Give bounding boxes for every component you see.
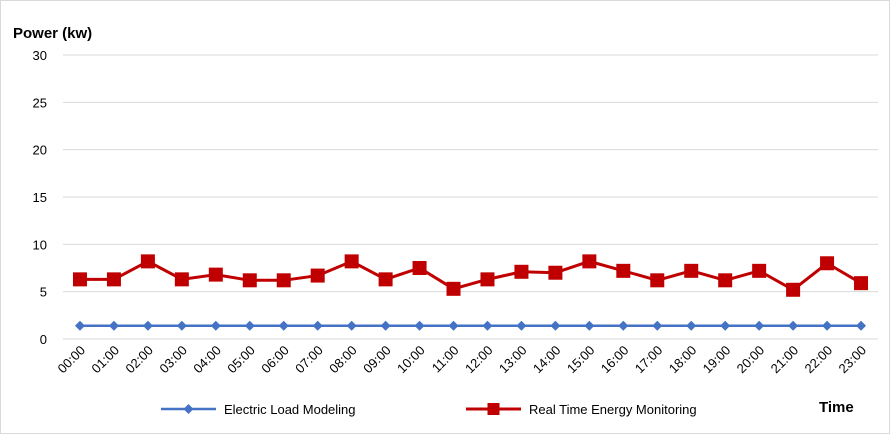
x-tick-label: 11:00	[429, 343, 462, 376]
x-tick-label: 18:00	[666, 343, 700, 377]
x-tick-label: 07:00	[292, 343, 326, 377]
data-point	[346, 320, 357, 331]
data-point	[312, 320, 323, 331]
x-tick-label: 14:00	[530, 343, 564, 377]
series-layer	[72, 254, 869, 331]
x-tick-label: 09:00	[360, 343, 394, 377]
x-tick-label: 00:00	[54, 343, 88, 377]
data-point	[446, 281, 461, 296]
data-point	[412, 261, 427, 275]
x-tick-label: 10:00	[394, 343, 428, 377]
x-tick-label: 06:00	[258, 343, 292, 377]
data-point	[516, 320, 527, 331]
data-point	[854, 276, 869, 291]
series-real-time-energy-monitoring	[72, 254, 869, 297]
x-tick-label: 20:00	[734, 343, 768, 377]
x-tick-label: 05:00	[224, 343, 258, 377]
data-point	[650, 273, 665, 288]
y-axis-title: Power (kw)	[13, 25, 92, 42]
x-tick-labels: 00:00 01:00 02:00 03:00 04:00 05:00 06:00 07:00…	[54, 343, 869, 377]
x-tick-label: 22:00	[802, 343, 836, 377]
legend-marker	[183, 404, 194, 414]
legend-item: Electric Load Modeling	[161, 402, 356, 417]
data-point	[380, 320, 391, 331]
data-point	[822, 320, 833, 331]
data-point	[174, 272, 189, 287]
y-tick-label: 30	[33, 48, 47, 63]
data-point	[754, 320, 765, 331]
legend-item: Real Time Energy Monitoring	[466, 402, 697, 417]
data-point	[584, 320, 595, 331]
x-tick-label: 12:00	[462, 343, 496, 377]
data-point	[74, 320, 85, 331]
legend-label: Real Time Energy Monitoring	[529, 402, 697, 417]
legend-label: Electric Load Modeling	[224, 402, 356, 417]
series-electric-load-modeling	[74, 320, 867, 331]
data-point	[582, 254, 597, 269]
data-point	[244, 320, 255, 331]
x-tick-label: 13:00	[496, 343, 530, 377]
data-point	[720, 320, 731, 331]
x-tick-label: 21:00	[768, 343, 802, 377]
data-point	[820, 256, 835, 271]
data-point	[686, 320, 697, 331]
legend-marker	[487, 403, 500, 415]
data-point	[208, 267, 223, 282]
x-tick-label: 19:00	[700, 343, 734, 377]
y-tick-label: 15	[33, 190, 47, 205]
data-point	[310, 268, 325, 283]
y-tick-label: 25	[33, 95, 47, 110]
x-tick-label: 15:00	[564, 343, 598, 377]
data-point	[344, 254, 359, 269]
data-point	[788, 320, 799, 331]
x-tick-label: 16:00	[598, 343, 632, 377]
data-point	[618, 320, 629, 331]
data-point	[210, 320, 221, 331]
data-point	[448, 320, 459, 331]
series-line	[79, 259, 862, 292]
data-point	[106, 272, 121, 287]
data-point	[652, 320, 663, 331]
x-axis-title: Time	[819, 399, 854, 416]
data-point	[548, 265, 563, 280]
x-tick-label: 03:00	[156, 343, 190, 377]
x-tick-label: 23:00	[836, 343, 870, 377]
y-tick-label: 5	[40, 285, 47, 300]
data-point	[684, 263, 699, 278]
x-tick-label: 04:00	[190, 343, 224, 377]
data-point	[550, 320, 561, 331]
data-point	[72, 272, 87, 287]
data-point	[414, 320, 425, 331]
x-tick-label: 08:00	[326, 343, 360, 377]
data-point	[108, 320, 119, 331]
data-point	[514, 264, 529, 279]
data-point	[176, 320, 187, 331]
data-point	[276, 273, 291, 288]
y-tick-labels: 0 5 10 15 20 25 30	[33, 48, 47, 347]
data-point	[752, 263, 767, 278]
data-point	[140, 254, 155, 269]
x-tick-label: 02:00	[122, 343, 156, 377]
data-point	[242, 273, 257, 288]
x-tick-label: 17:00	[632, 343, 666, 377]
gridlines	[63, 54, 878, 340]
data-point	[786, 282, 801, 297]
y-tick-label: 0	[40, 332, 47, 347]
y-tick-label: 20	[33, 143, 47, 158]
data-point	[856, 320, 867, 331]
data-point	[378, 272, 393, 287]
data-point	[718, 273, 733, 288]
data-point	[482, 320, 493, 331]
data-point	[142, 320, 153, 331]
x-tick-label: 01:00	[88, 343, 122, 377]
data-point	[278, 320, 289, 331]
y-tick-label: 10	[33, 237, 47, 252]
data-point	[616, 263, 631, 278]
data-point	[480, 272, 495, 287]
legend: Electric Load Modeling Real Time Energy M…	[161, 402, 697, 417]
